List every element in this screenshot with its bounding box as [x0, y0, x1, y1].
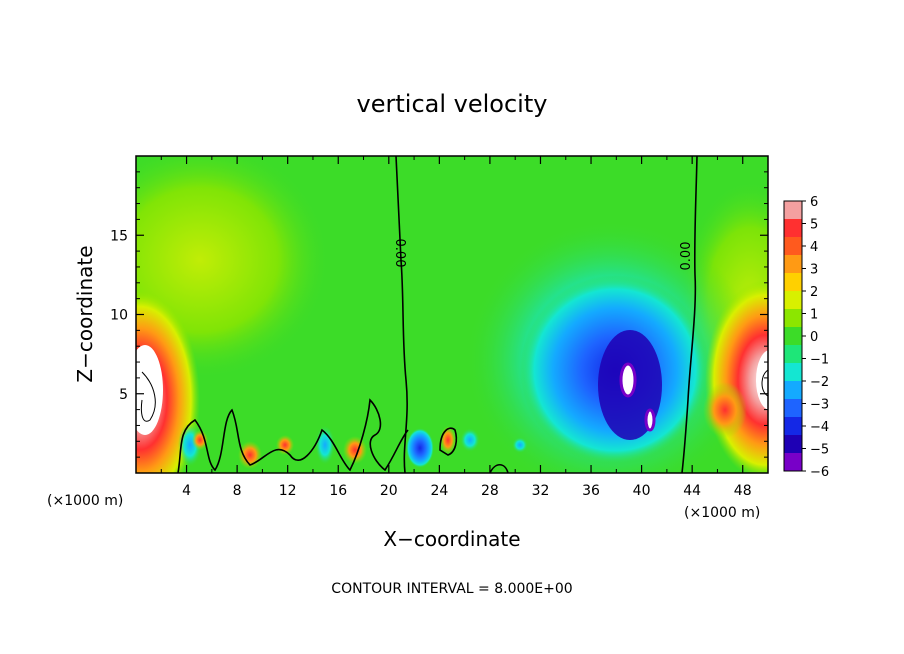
colorbar-label: 0: [810, 330, 818, 345]
perturbation: [512, 437, 528, 453]
x-tick-label: 12: [279, 483, 297, 499]
colorbar-label: −1: [810, 353, 829, 368]
colorbar-label: 5: [810, 218, 818, 233]
colorbar-segment: [784, 255, 802, 274]
x-unit-left: (×1000 m): [47, 493, 123, 509]
colorbar-segment: [784, 399, 802, 418]
x-tick-label: 48: [734, 483, 752, 499]
y-tick-label: 10: [110, 308, 128, 324]
colorbar-label: −5: [810, 443, 829, 458]
colorbar-segment: [784, 453, 802, 472]
updraft-left-white: [136, 345, 163, 435]
colorbar-segment: [784, 435, 802, 454]
x-axis-label: X−coordinate: [383, 527, 520, 551]
downdraft-extreme-1: [619, 362, 637, 398]
colorbar-label: 6: [810, 195, 818, 210]
colorbar-segment: [784, 345, 802, 364]
colorbar-label: −3: [810, 398, 829, 413]
x-tick-label: 40: [633, 483, 651, 499]
x-tick-label: 20: [380, 483, 398, 499]
chart-title: vertical velocity: [357, 90, 548, 118]
x-axis: 4 8 12 16 20 24 28 32 36 40 44 48: [160, 156, 752, 499]
zero-contour-small: [489, 463, 509, 473]
y-axis-label: Z−coordinate: [73, 245, 97, 382]
zero-contour-small: [439, 427, 458, 456]
colorbar-segment: [784, 201, 802, 220]
colorbar-label: −2: [810, 375, 829, 390]
contour-label: 0.00: [679, 242, 694, 271]
perturbation: [406, 428, 434, 468]
zero-contour-right: [681, 156, 698, 473]
colorbar-segment: [784, 363, 802, 382]
x-tick-label: 44: [683, 483, 701, 499]
x-tick-label: 16: [329, 483, 347, 499]
colorbar-label: 4: [810, 240, 818, 255]
x-tick-label: 28: [481, 483, 499, 499]
colorbar-label: −6: [810, 465, 829, 480]
zero-contour-center: [395, 156, 408, 473]
downdraft-extreme-2: [644, 408, 656, 432]
colorbar-segment: [784, 291, 802, 310]
y-tick-label: 5: [119, 387, 128, 403]
contour-interval-note: CONTOUR INTERVAL = 8.000E+00: [331, 581, 572, 597]
updraft-right-white: [756, 350, 768, 410]
perturbation: [460, 428, 480, 452]
colorbar-segment: [784, 327, 802, 346]
colorbar-label: 2: [810, 285, 818, 300]
zero-contour-surface: [177, 398, 409, 473]
x-tick-label: 4: [182, 483, 191, 499]
perturbation: [315, 425, 335, 465]
x-unit-right: (×1000 m): [684, 505, 760, 521]
colorbar-segment: [784, 219, 802, 238]
colorbar: 6 5 4 3 2 1 0 −1 −2 −3 −4 −5 −6: [783, 195, 829, 480]
plot-area: 0.00 0.00: [136, 156, 768, 473]
contour-right-updraft: [761, 369, 768, 397]
colorbar-segment: [784, 273, 802, 292]
colorbar-label: 1: [810, 308, 818, 323]
x-tick-label: 8: [233, 483, 242, 499]
x-tick-label: 32: [532, 483, 550, 499]
colorbar-segment: [784, 417, 802, 436]
contour-left-updraft: [140, 371, 156, 422]
colorbar-label: 3: [810, 263, 818, 278]
colorbar-segment: [784, 237, 802, 256]
perturbation: [192, 430, 208, 450]
y-tick-label: 15: [110, 228, 128, 244]
x-tick-label: 24: [430, 483, 448, 499]
colorbar-segment: [784, 309, 802, 328]
contour-label: 0.00: [392, 239, 407, 268]
x-tick-label: 36: [582, 483, 600, 499]
positive-region-upper-left: [136, 156, 330, 380]
updraft-right-lower: [703, 382, 747, 438]
y-axis: 5 10 15: [110, 171, 768, 458]
colorbar-label: −4: [810, 420, 829, 435]
colorbar-segment: [784, 381, 802, 400]
